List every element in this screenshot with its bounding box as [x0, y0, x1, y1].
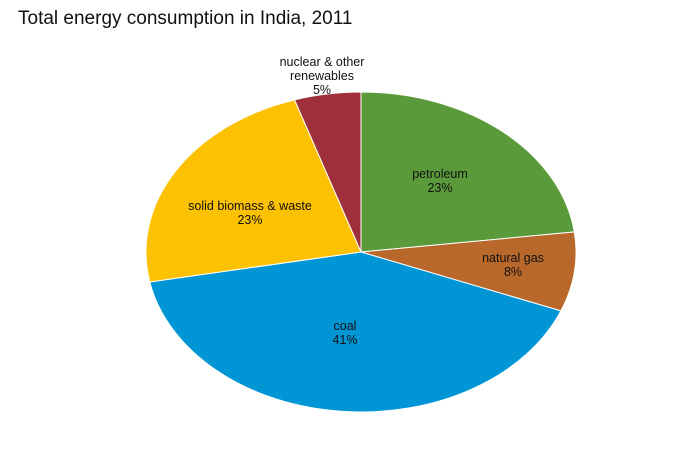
slice-label-petroleum: petroleum 23% — [412, 167, 468, 195]
slice-label-nuclear-and-other-renewables: nuclear & other renewables 5% — [280, 55, 365, 97]
slice-name-label: natural gas — [482, 251, 544, 265]
slice-name-label: petroleum — [412, 167, 468, 181]
pie-slice-nuclear-and-other-renewables — [293, 91, 362, 253]
slice-name-label: coal — [334, 319, 357, 333]
pie-slice-coal — [149, 251, 562, 413]
slice-value-label: 23% — [427, 181, 452, 195]
pie-slice-petroleum — [360, 91, 575, 253]
slice-value-label: 41% — [332, 333, 357, 347]
slice-label-coal: coal 41% — [332, 319, 357, 347]
slice-name-label: renewables — [290, 69, 354, 83]
slice-label-solid-biomass-and-waste: solid biomass & waste 23% — [188, 199, 312, 227]
pie-slice-natural-gas — [360, 231, 577, 312]
pie-labels: petroleum 23%natural gas 8%coal 41%solid bi… — [188, 55, 544, 347]
slice-value-label: 5% — [313, 83, 331, 97]
chart-title: Total energy consumption in India, 2011 — [18, 8, 353, 29]
slice-value-label: 8% — [504, 265, 522, 279]
slice-name-label: solid biomass & waste — [188, 199, 312, 213]
slice-name-label: nuclear & other — [280, 55, 365, 69]
pie-slices — [145, 91, 577, 413]
slice-label-natural-gas: natural gas 8% — [482, 251, 544, 279]
pie-slice-solid-biomass-and-waste — [145, 99, 362, 283]
slice-value-label: 23% — [237, 213, 262, 227]
